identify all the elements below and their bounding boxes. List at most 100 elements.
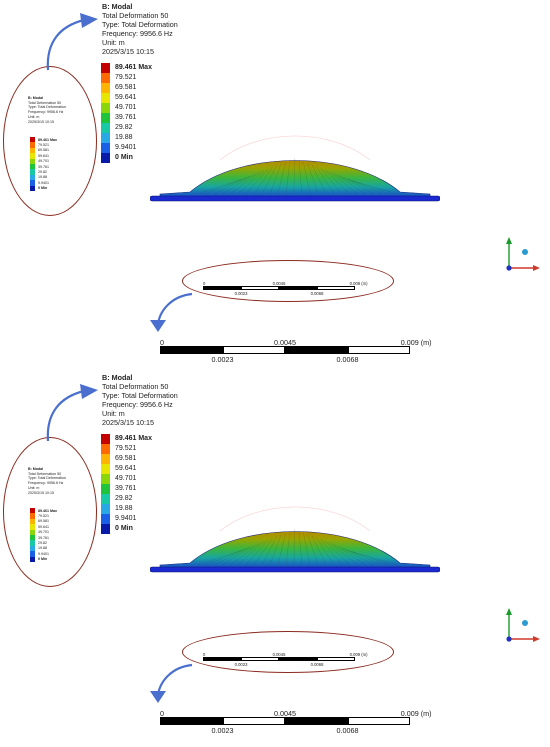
scale-segment bbox=[279, 286, 317, 290]
legend-swatch bbox=[101, 83, 110, 93]
legend-label: 89.461 Max bbox=[115, 64, 152, 71]
legend-swatch bbox=[101, 123, 110, 133]
mini-legend-label: 0 Min bbox=[38, 557, 47, 561]
scale-segment bbox=[223, 346, 286, 354]
legend-label: 89.461 Max bbox=[115, 435, 152, 442]
scale-tick-label: 0.009 (m) bbox=[350, 281, 368, 286]
mini-legend-label: 9.9401 bbox=[38, 181, 49, 185]
scale-tick-label: 0.0023 bbox=[212, 355, 234, 364]
legend-label: 49.701 bbox=[115, 475, 136, 482]
scale-bar-segments bbox=[203, 657, 355, 661]
mini-info-line: 2025/3/15 10:15 bbox=[28, 120, 66, 125]
legend-swatch bbox=[101, 514, 110, 524]
mini-legend-label: 69.581 bbox=[38, 148, 49, 152]
axis-triad-icon[interactable] bbox=[495, 599, 545, 649]
legend-label: 29.82 bbox=[115, 124, 133, 131]
mini-info-line: 2025/3/15 10:15 bbox=[28, 491, 66, 496]
scale-segment bbox=[348, 717, 411, 725]
legend-swatch bbox=[101, 103, 110, 113]
scale-segment bbox=[160, 346, 223, 354]
mini-legend-label: 59.641 bbox=[38, 525, 49, 529]
legend-swatch bbox=[101, 464, 110, 474]
deformed-model bbox=[150, 501, 440, 586]
legend-swatch bbox=[101, 474, 110, 484]
scale-segment bbox=[241, 657, 279, 661]
scale-tick-label: 0.0045 bbox=[273, 652, 286, 657]
mini-legend-label: 49.701 bbox=[38, 530, 49, 534]
mini-legend-swatch bbox=[30, 186, 35, 191]
legend-swatch bbox=[101, 143, 110, 153]
mini-legend-label: 89.461 Max bbox=[38, 509, 57, 513]
scale-bar-segments bbox=[160, 717, 410, 725]
scale-tick-label: 0.009 (m) bbox=[350, 652, 368, 657]
result-info-line: Total Deformation 50 bbox=[102, 382, 178, 391]
result-info-line: 2025/3/15 10:15 bbox=[102, 418, 178, 427]
axis-triad-icon[interactable] bbox=[495, 228, 545, 278]
scale-tick-label: 0.0023 bbox=[212, 726, 234, 735]
legend-label: 69.581 bbox=[115, 84, 136, 91]
legend-label: 49.701 bbox=[115, 104, 136, 111]
curved-arrow-icon bbox=[40, 383, 110, 443]
legend-label: 59.641 bbox=[115, 94, 136, 101]
result-info-line: Type: Total Deformation bbox=[102, 391, 178, 400]
scale-tick-label: 0.0045 bbox=[274, 338, 296, 347]
scale-tick-label: 0 bbox=[203, 652, 205, 657]
mini-legend-swatch bbox=[30, 557, 35, 562]
mini-legend-label: 79.521 bbox=[38, 514, 49, 518]
scale-tick-label: 0.0068 bbox=[337, 355, 359, 364]
scale-tick-label: 0.009 (m) bbox=[401, 338, 432, 347]
legend-label: 59.641 bbox=[115, 465, 136, 472]
scale-segment bbox=[160, 717, 223, 725]
legend-swatch bbox=[101, 93, 110, 103]
result-info-line: Frequency: 9956.6 Hz bbox=[102, 29, 178, 38]
mini-legend-label: 19.88 bbox=[38, 175, 47, 179]
legend-label: 0 Min bbox=[115, 154, 133, 161]
mini-legend-label: 39.761 bbox=[38, 536, 49, 540]
legend-label: 39.761 bbox=[115, 114, 136, 121]
scale-tick-label: 0.0045 bbox=[273, 281, 286, 286]
mini-legend-label: 29.82 bbox=[38, 170, 47, 174]
pointer-arrow-icon bbox=[146, 290, 196, 335]
result-info-line: Unit: m bbox=[102, 38, 178, 47]
legend-swatch bbox=[101, 153, 110, 163]
scale-tick-label: 0.009 (m) bbox=[401, 709, 432, 718]
scale-tick-label: 0.0023 bbox=[235, 662, 248, 667]
curved-arrow-icon bbox=[40, 12, 110, 72]
result-title: B: Modal bbox=[102, 2, 178, 11]
legend-swatch bbox=[101, 454, 110, 464]
mini-legend-label: 0 Min bbox=[38, 186, 47, 190]
mini-legend-label: 49.701 bbox=[38, 159, 49, 163]
result-info-line: 2025/3/15 10:15 bbox=[102, 47, 178, 56]
mini-legend-label: 9.9401 bbox=[38, 552, 49, 556]
legend-swatch bbox=[101, 133, 110, 143]
legend-swatch bbox=[101, 524, 110, 534]
legend-swatch bbox=[101, 484, 110, 494]
result-info-line: Frequency: 9956.6 Hz bbox=[102, 400, 178, 409]
scale-segment bbox=[285, 717, 348, 725]
legend-swatch bbox=[101, 444, 110, 454]
mini-legend-label: 19.88 bbox=[38, 546, 47, 550]
pointer-arrow-icon bbox=[146, 661, 196, 706]
scale-tick-label: 0.0023 bbox=[235, 291, 248, 296]
legend-label: 9.9401 bbox=[115, 144, 136, 151]
legend-label: 69.581 bbox=[115, 455, 136, 462]
mini-legend-label: 39.761 bbox=[38, 165, 49, 169]
legend-label: 19.88 bbox=[115, 505, 133, 512]
legend-label: 0 Min bbox=[115, 525, 133, 532]
scale-segment bbox=[241, 286, 279, 290]
scale-segment bbox=[285, 346, 348, 354]
mini-legend-label: 89.461 Max bbox=[38, 138, 57, 142]
mini-legend-label: 29.82 bbox=[38, 541, 47, 545]
scale-segment bbox=[348, 346, 411, 354]
